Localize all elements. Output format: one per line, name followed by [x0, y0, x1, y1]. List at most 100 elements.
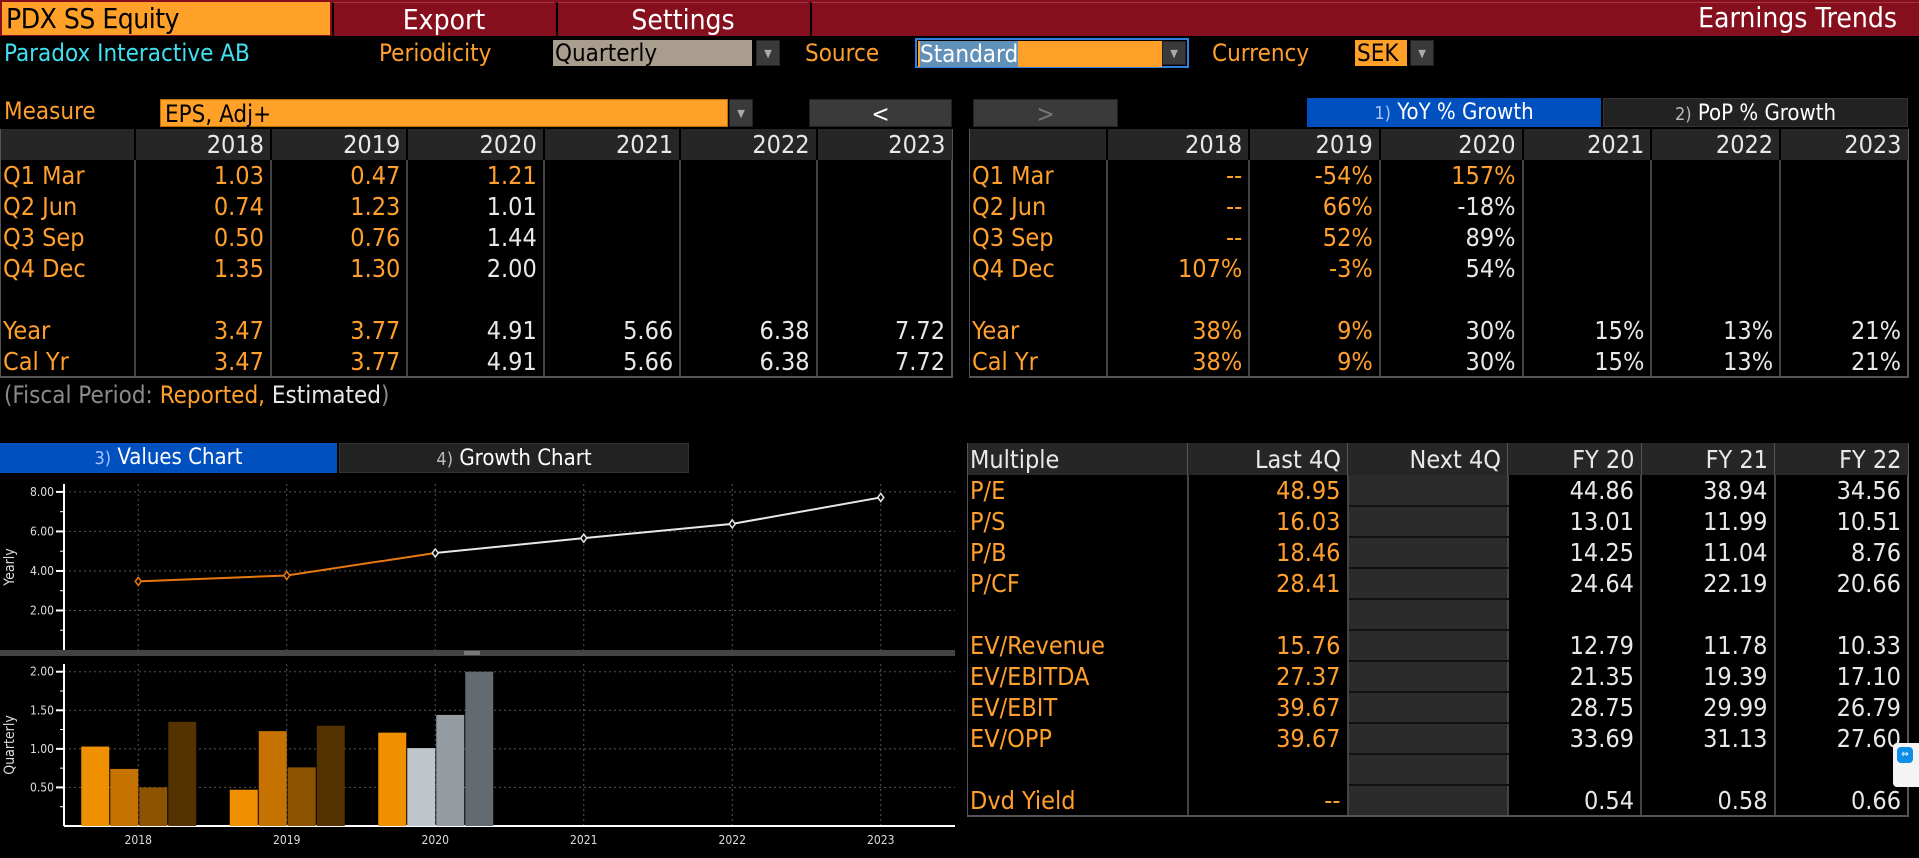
table-cell[interactable]: 1.35 [133, 253, 271, 284]
table-cell[interactable] [815, 253, 954, 284]
table-cell[interactable]: 0.47 [269, 160, 408, 191]
fy-value[interactable]: 31.13 [1641, 723, 1776, 754]
last-4q-value[interactable]: 27.37 [1187, 661, 1349, 692]
fy-value[interactable]: 8.76 [1774, 537, 1909, 568]
table-cell[interactable] [1378, 284, 1523, 315]
table-cell[interactable]: 107% [1105, 253, 1250, 284]
table-cell[interactable] [133, 284, 271, 315]
last-4q-value[interactable]: 16.03 [1187, 506, 1349, 537]
table-cell[interactable]: 66% [1248, 191, 1380, 222]
table-cell[interactable] [679, 191, 817, 222]
table-cell[interactable]: 54% [1378, 253, 1523, 284]
table-cell[interactable]: 0.74 [133, 191, 271, 222]
chart-splitter-handle[interactable] [0, 650, 955, 656]
table-cell[interactable]: -3% [1248, 253, 1380, 284]
table-cell[interactable] [679, 222, 817, 253]
next-4q-value[interactable] [1347, 692, 1509, 724]
fy-value[interactable]: 17.10 [1774, 661, 1909, 692]
table-cell[interactable]: 3.47 [133, 346, 271, 378]
next-4q-value[interactable] [1347, 599, 1509, 631]
table-cell[interactable] [406, 284, 544, 315]
next-4q-value[interactable] [1347, 475, 1509, 507]
chevron-down-icon[interactable]: ▼ [1410, 40, 1434, 66]
table-cell[interactable]: 7.72 [815, 346, 954, 378]
table-cell[interactable]: 0.50 [133, 222, 271, 253]
table-cell[interactable]: -18% [1378, 191, 1523, 222]
periodicity-dropdown[interactable]: Quarterly ▼ [553, 40, 780, 66]
table-cell[interactable]: -- [1105, 160, 1250, 191]
table-cell[interactable]: 9% [1248, 315, 1380, 346]
export-button[interactable]: Export [332, 2, 554, 36]
table-cell[interactable] [1779, 222, 1909, 253]
next-4q-value[interactable] [1347, 723, 1509, 755]
table-cell[interactable] [1650, 160, 1781, 191]
table-cell[interactable] [542, 253, 681, 284]
last-4q-value[interactable]: 28.41 [1187, 568, 1349, 599]
prev-period-button[interactable]: < [809, 99, 952, 128]
table-cell[interactable] [542, 222, 681, 253]
fy-value[interactable]: 11.99 [1641, 506, 1776, 537]
table-cell[interactable] [815, 191, 954, 222]
fy-value[interactable] [1641, 599, 1776, 630]
table-cell[interactable] [1650, 253, 1781, 284]
table-cell[interactable] [815, 222, 954, 253]
last-4q-value[interactable] [1187, 599, 1349, 630]
table-cell[interactable]: 5.66 [542, 346, 681, 378]
fy-value[interactable]: 27.60 [1774, 723, 1909, 754]
last-4q-value[interactable]: 48.95 [1187, 475, 1349, 506]
table-cell[interactable]: 1.44 [406, 222, 544, 253]
fy-value[interactable]: 29.99 [1641, 692, 1776, 723]
fy-value[interactable]: 11.04 [1641, 537, 1776, 568]
table-cell[interactable]: 13% [1650, 346, 1781, 378]
fy-value[interactable] [1774, 599, 1909, 630]
table-cell[interactable]: -- [1105, 191, 1250, 222]
next-4q-value[interactable] [1347, 506, 1509, 538]
table-cell[interactable] [815, 284, 954, 315]
table-cell[interactable] [269, 284, 408, 315]
chevron-down-icon[interactable]: ▼ [729, 99, 753, 127]
table-cell[interactable] [679, 253, 817, 284]
last-4q-value[interactable] [1187, 754, 1349, 785]
table-cell[interactable]: 1.01 [406, 191, 544, 222]
ticker-input[interactable]: PDX SS Equity [2, 2, 330, 35]
next-4q-value[interactable] [1347, 630, 1509, 662]
table-cell[interactable]: 4.91 [406, 346, 544, 378]
table-cell[interactable]: 38% [1105, 346, 1250, 378]
fy-value[interactable]: 14.25 [1507, 537, 1642, 568]
settings-button[interactable]: Settings [556, 2, 808, 36]
table-cell[interactable] [815, 160, 954, 191]
fy-value[interactable]: 38.94 [1641, 475, 1776, 506]
table-cell[interactable]: 30% [1378, 315, 1523, 346]
tab-growth-chart[interactable]: 4) Growth Chart [339, 443, 689, 473]
fy-value[interactable] [1641, 754, 1776, 785]
next-4q-value[interactable] [1347, 754, 1509, 786]
last-4q-value[interactable]: 18.46 [1187, 537, 1349, 568]
table-cell[interactable] [1650, 222, 1781, 253]
table-cell[interactable]: 1.23 [269, 191, 408, 222]
last-4q-value[interactable]: 15.76 [1187, 630, 1349, 661]
fy-value[interactable]: 10.33 [1774, 630, 1909, 661]
table-cell[interactable]: 157% [1378, 160, 1523, 191]
table-cell[interactable] [542, 284, 681, 315]
table-cell[interactable] [1650, 191, 1781, 222]
fy-value[interactable]: 13.01 [1507, 506, 1642, 537]
fy-value[interactable] [1507, 754, 1642, 785]
bar-2019-q1[interactable] [229, 789, 258, 826]
table-cell[interactable]: 3.77 [269, 346, 408, 378]
table-cell[interactable]: 52% [1248, 222, 1380, 253]
table-cell[interactable]: 9% [1248, 346, 1380, 378]
table-cell[interactable]: 30% [1378, 346, 1523, 378]
table-cell[interactable]: 89% [1378, 222, 1523, 253]
table-cell[interactable]: 1.03 [133, 160, 271, 191]
table-cell[interactable]: 4.91 [406, 315, 544, 346]
fy-value[interactable]: 44.86 [1507, 475, 1642, 506]
table-cell[interactable] [1521, 222, 1652, 253]
fy-value[interactable]: 34.56 [1774, 475, 1909, 506]
table-cell[interactable] [1779, 191, 1909, 222]
table-cell[interactable] [1521, 284, 1652, 315]
table-cell[interactable]: 15% [1521, 315, 1652, 346]
chevron-down-icon[interactable]: ▼ [756, 40, 780, 66]
table-cell[interactable] [1248, 284, 1380, 315]
fy-value[interactable]: 0.66 [1774, 785, 1909, 817]
table-cell[interactable]: 7.72 [815, 315, 954, 346]
